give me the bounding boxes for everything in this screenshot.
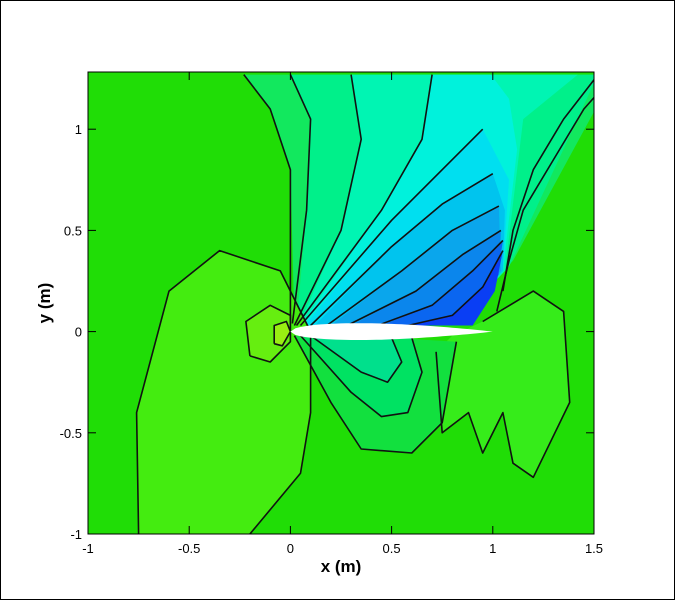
contour-3-line: [293, 74, 363, 326]
x-tick-label: -1: [82, 541, 94, 556]
x-tick-label: 1.5: [585, 541, 603, 556]
contour-lower-3-line: [310, 334, 403, 384]
contour-outer-lobe-line: [135, 249, 312, 534]
contour-5-line: [299, 128, 484, 327]
x-tick-label: -0.5: [178, 541, 200, 556]
contour-8-line: [346, 229, 502, 327]
contour-lower-2-line: [299, 335, 423, 418]
y-axis-title: y (m): [35, 283, 54, 324]
plot-border: [87, 71, 595, 535]
contour-6-line: [310, 173, 494, 327]
contour-region-underside-lobe: [436, 291, 570, 478]
y-tick-label: -0.5: [60, 426, 82, 441]
contour-region-suction-band-10: [411, 250, 503, 326]
contour-10-line: [407, 250, 504, 327]
contour-shock-2-line: [502, 78, 594, 292]
contour-2-line: [289, 74, 312, 324]
y-tick-label: -1: [70, 527, 82, 542]
contour-underside-line: [435, 290, 571, 479]
y-tick-label: 1: [75, 122, 82, 137]
x-axis-title: x (m): [321, 557, 362, 576]
contour-mid-lobe-line: [245, 304, 292, 363]
contour-4-line: [295, 74, 433, 326]
airfoil: [290, 323, 493, 340]
y-tick-label: 0.5: [64, 223, 82, 238]
contour-lower-1-line: [293, 335, 458, 454]
x-tick-label: 0: [287, 541, 294, 556]
contour-region-pressure-lobe-2: [245, 305, 291, 362]
contour-inner-lobe-line: [273, 320, 292, 347]
contour-1-line: [243, 74, 292, 322]
contour-region-lower-band-3: [310, 335, 402, 383]
y-tick-label: 0: [75, 325, 82, 340]
x-tick-label: 1: [489, 541, 496, 556]
x-tick-label: 0.5: [383, 541, 401, 556]
contour-9-line: [377, 239, 504, 327]
contour-7-line: [326, 205, 500, 327]
contour-region-pressure-lobe-3: [274, 321, 291, 346]
